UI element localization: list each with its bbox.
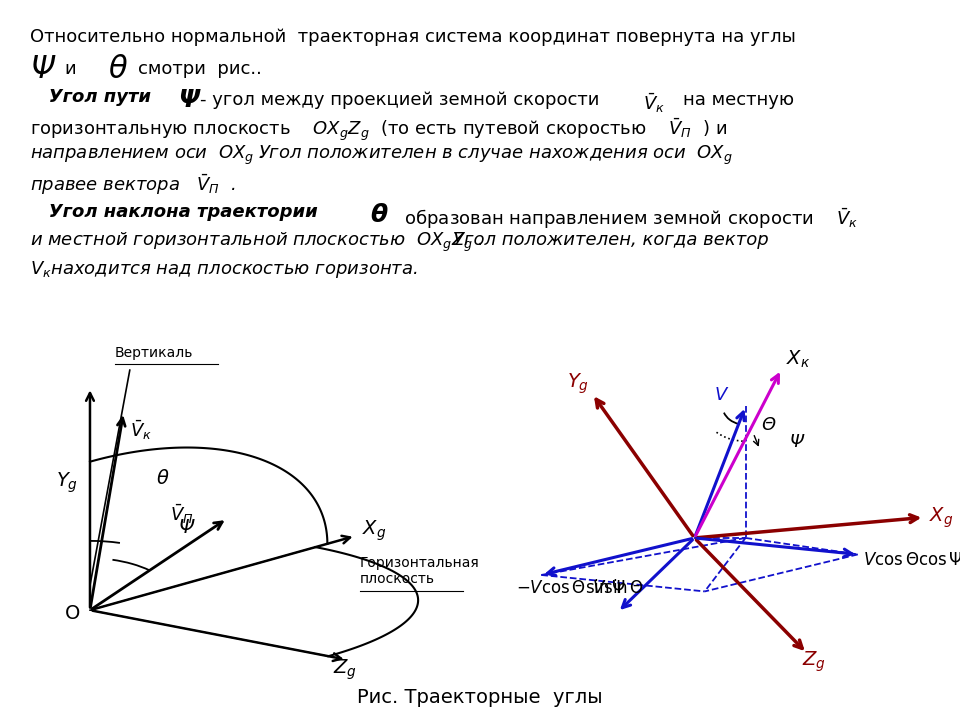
Text: $Z_g$: $Z_g$ [802,649,826,674]
Text: образован направлением земной скорости    $\bar{V}_к$: образован направлением земной скорости $… [393,206,858,230]
Text: θ: θ [370,203,387,227]
Text: Ψ: Ψ [178,88,200,112]
Text: Угол положителен в случае нахождения оси  $OX_g$: Угол положителен в случае нахождения оси… [258,144,732,167]
Text: θ: θ [108,55,127,84]
Text: Ψ: Ψ [30,55,54,84]
Text: $\bar{V}_к$: $\bar{V}_к$ [130,418,152,442]
Text: и местной горизонтальной плоскостью  $OX_gZ_g$ .: и местной горизонтальной плоскостью $OX_… [30,231,486,254]
Text: Ψ: Ψ [179,518,194,537]
Text: $V\sinΘ$: $V\sinΘ$ [592,580,644,598]
Text: $-V\cosΘ\sinΨ$: $-V\cosΘ\sinΨ$ [516,580,626,598]
Text: направлением оси  $OX_g$ .: направлением оси $OX_g$ . [30,144,267,167]
Text: $Y_g$: $Y_g$ [566,372,588,396]
Text: горизонтальную плоскость    $OX_gZ_g$  (то есть путевой скоростью    $\bar{V}_{П: горизонтальную плоскость $OX_gZ_g$ (то е… [30,116,727,143]
Text: Горизонтальная
плоскость: Горизонтальная плоскость [360,556,480,586]
Text: Угол положителен, когда вектор: Угол положителен, когда вектор [453,231,769,249]
Text: смотри  рис..: смотри рис.. [138,60,262,78]
Text: $X_g$: $X_g$ [363,518,387,544]
Text: $\bar{V}_к$: $\bar{V}_к$ [643,91,665,114]
Text: $V$: $V$ [714,386,730,404]
Text: Рис. Траекторные  углы: Рис. Траекторные углы [357,688,603,707]
Text: Вертикаль: Вертикаль [115,346,193,360]
Text: O: O [65,604,81,623]
Text: $Z_g$: $Z_g$ [333,657,357,682]
Text: правее вектора   $\bar{V}_{П}$  .: правее вектора $\bar{V}_{П}$ . [30,172,235,197]
Text: $Y_g$: $Y_g$ [57,470,79,495]
Text: на местную: на местную [683,91,794,109]
Text: θ: θ [156,469,168,488]
Text: $\bar{V}_{П}$: $\bar{V}_{П}$ [170,503,193,526]
Text: Угол пути: Угол пути [30,88,163,106]
Text: и: и [65,60,117,78]
Text: $X_g$: $X_g$ [929,505,953,530]
Text: Θ: Θ [762,416,776,434]
Text: Ψ: Ψ [790,433,804,451]
Text: $V\cosΘ\cosΨ$: $V\cosΘ\cosΨ$ [863,551,960,569]
Text: Относительно нормальной  траекторная система координат повернута на углы: Относительно нормальной траекторная сист… [30,28,796,46]
Text: $V_к$находится над плоскостью горизонта.: $V_к$находится над плоскостью горизонта. [30,259,418,280]
Text: $X_к$: $X_к$ [786,349,811,371]
Text: Угол наклона траектории: Угол наклона траектории [30,203,330,221]
Text: - угол между проекцией земной скорости: - угол между проекцией земной скорости [200,91,622,109]
